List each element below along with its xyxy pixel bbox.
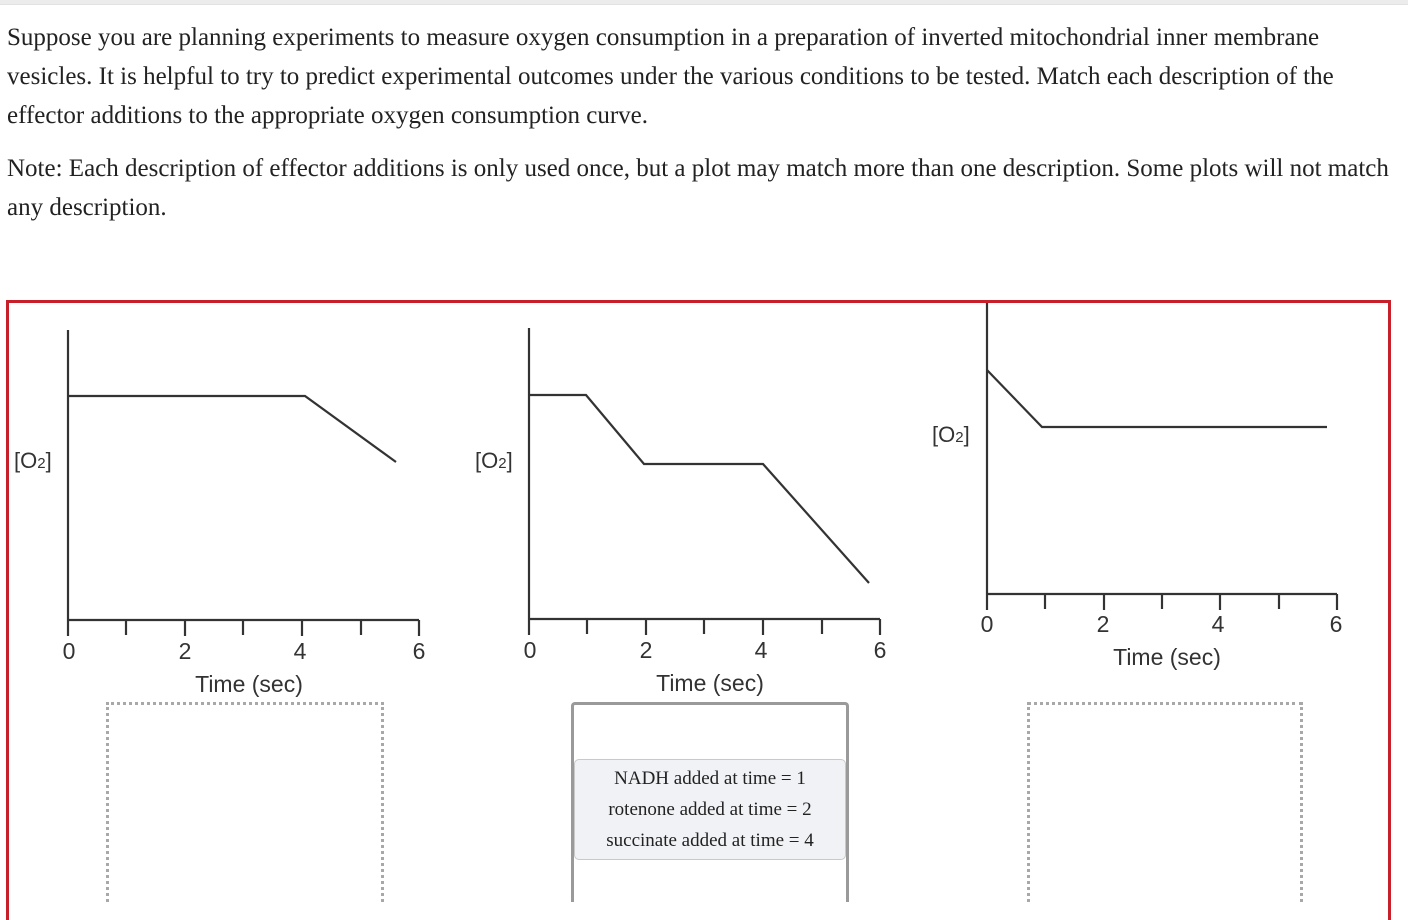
question-note: Note: Each description of effector addit…	[7, 155, 1389, 221]
question-text: Suppose you are planning experiments to …	[7, 24, 1334, 129]
plot-1-ylabel: [O2]	[14, 448, 52, 473]
tick-label: 0	[62, 638, 76, 664]
tick-label: 0	[523, 637, 537, 663]
tick-label: 2	[178, 638, 192, 664]
plot-3-curve	[986, 369, 1327, 429]
plot-1-curve	[68, 394, 397, 463]
plot-2-ylabel: [O2]	[475, 448, 513, 473]
plot-1-graph	[66, 330, 421, 636]
tick-label: 6	[412, 638, 426, 664]
question-prompt: Suppose you are planning experiments to …	[7, 18, 1392, 241]
plot-2-graph	[527, 328, 882, 635]
tick-label: 4	[293, 638, 307, 664]
plot-1-xlabel: Time (sec)	[195, 671, 303, 697]
tick-label: 6	[873, 637, 887, 663]
plot-3-ylabel: [O2]	[932, 422, 970, 447]
tick-label: 2	[1096, 611, 1110, 637]
plot-2-dropzone[interactable]: NADH added at time = 1 rotenone added at…	[571, 702, 849, 902]
card-line: rotenone added at time = 2	[608, 799, 812, 820]
plot-3-graph	[985, 303, 1339, 610]
tick-label: 2	[639, 637, 653, 663]
plot-2-xlabel: Time (sec)	[656, 670, 764, 696]
tick-label: 4	[754, 637, 768, 663]
card-line: NADH added at time = 1	[614, 768, 806, 789]
top-bar	[0, 0, 1408, 5]
tick-label: 4	[1211, 611, 1225, 637]
card-line: succinate added at time = 4	[606, 830, 814, 851]
plot-2-curve	[529, 393, 870, 584]
tick-label: 6	[1329, 611, 1343, 637]
plot-3-dropzone[interactable]	[1027, 702, 1303, 902]
plot-1-dropzone[interactable]	[106, 702, 384, 902]
tick-label: 0	[980, 611, 994, 637]
plot-3-xlabel: Time (sec)	[1113, 644, 1221, 670]
effector-description-card[interactable]: NADH added at time = 1 rotenone added at…	[574, 759, 846, 860]
matching-area	[6, 300, 1391, 920]
